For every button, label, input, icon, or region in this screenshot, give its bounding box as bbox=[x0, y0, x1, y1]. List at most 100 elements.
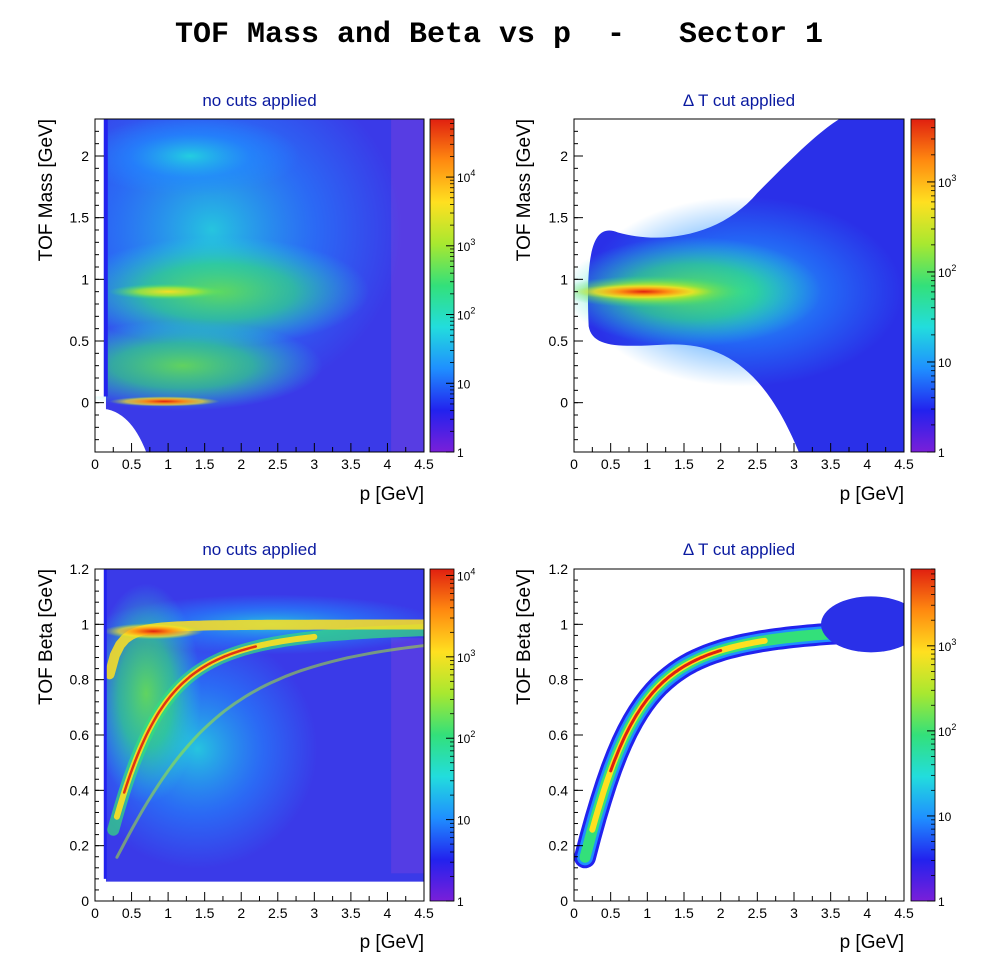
panel2-subtitle: Δ T cut applied bbox=[683, 91, 795, 110]
panel4-y-tick-label: 0.8 bbox=[549, 672, 569, 688]
panel3-x-tick-label: 1.5 bbox=[195, 905, 215, 921]
panel2-x-tick-label: 1.5 bbox=[674, 456, 694, 472]
panel4-y-tick-label: 0 bbox=[560, 893, 568, 909]
panel1-colorbar-label-base: 10 bbox=[457, 240, 471, 254]
panel3-x-axis-title: p [GeV] bbox=[360, 932, 424, 953]
panel3-x-tick-label: 1 bbox=[164, 905, 172, 921]
panel4-x-tick-label: 4 bbox=[863, 905, 871, 921]
panel2-y-tick-label: 0.5 bbox=[549, 333, 569, 349]
panel4-x-tick-label: 3.5 bbox=[821, 905, 841, 921]
panel1-x-tick-label: 2 bbox=[237, 456, 245, 472]
panel3-colorbar-label: 103 bbox=[457, 648, 475, 665]
panel3-colorbar-label-base: 10 bbox=[457, 814, 471, 828]
panel1-colorbar-label-exp: 2 bbox=[470, 306, 475, 316]
panel1-colorbar-label-exp: 4 bbox=[470, 168, 475, 178]
proton-band-core bbox=[122, 645, 258, 794]
pion-band bbox=[109, 396, 220, 407]
density-region bbox=[95, 119, 301, 196]
panel2-x-tick-label: 0 bbox=[570, 456, 578, 472]
panel3-colorbar-label: 102 bbox=[457, 729, 475, 746]
panel2-colorbar-label: 10 bbox=[938, 356, 952, 370]
panel2-colorbar-label: 1 bbox=[938, 446, 945, 460]
panel3-colorbar-label-exp: 2 bbox=[470, 729, 475, 739]
panel3-y-tick-label: 1.2 bbox=[70, 561, 90, 577]
panel2-x-tick-label: 0.5 bbox=[601, 456, 621, 472]
panel2-y-tick-label: 0 bbox=[560, 395, 568, 411]
panel1-x-tick-label: 4.5 bbox=[414, 456, 434, 472]
panel4-colorbar-label-base: 10 bbox=[938, 810, 952, 824]
panel3-subtitle: no cuts applied bbox=[202, 540, 316, 559]
panel1-y-tick-label: 1 bbox=[81, 271, 89, 287]
panel3-y-tick-label: 0 bbox=[81, 893, 89, 909]
panel2-colorbar-label: 103 bbox=[938, 173, 956, 190]
panel4-colorbar-label-exp: 3 bbox=[951, 637, 956, 647]
panel4-x-tick-label: 0 bbox=[570, 905, 578, 921]
panel1-colorbar-label-exp: 3 bbox=[470, 237, 475, 247]
panel2-y-tick-label: 1 bbox=[560, 271, 568, 287]
high-p-spread bbox=[821, 596, 904, 653]
sparse-edge bbox=[391, 119, 424, 452]
panel4-x-tick-label: 3 bbox=[790, 905, 798, 921]
panel4-y-tick-label: 0.4 bbox=[549, 782, 569, 798]
panel3-colorbar-label: 104 bbox=[457, 566, 475, 583]
panel2-x-axis-title: p [GeV] bbox=[840, 484, 904, 505]
panel1-heatmap bbox=[95, 119, 424, 452]
panel2-x-tick-label: 4 bbox=[863, 456, 871, 472]
panel3-colorbar-label: 1 bbox=[457, 895, 464, 909]
panel4-y-tick-label: 0.2 bbox=[549, 838, 569, 854]
proton-band-core bbox=[609, 649, 723, 773]
panel4-colorbar-label-base: 10 bbox=[938, 725, 952, 739]
panel1-y-axis-title: TOF Mass [GeV] bbox=[36, 119, 57, 261]
panel1-x-tick-label: 0.5 bbox=[122, 456, 142, 472]
panel3-x-tick-label: 0.5 bbox=[122, 905, 142, 921]
panel4-heatmap bbox=[574, 569, 904, 901]
panel3-y-tick-label: 0.2 bbox=[70, 838, 90, 854]
low-p-edge bbox=[103, 119, 108, 397]
panel4-y-tick-label: 1.2 bbox=[549, 561, 569, 577]
proton-band bbox=[108, 283, 229, 300]
low-beta-gap bbox=[95, 881, 424, 901]
panel3-colorbar bbox=[429, 568, 455, 902]
panel2-colorbar-label-base: 1 bbox=[938, 446, 945, 460]
panel1-x-tick-label: 1 bbox=[164, 456, 172, 472]
panel3-colorbar-label-base: 10 bbox=[457, 569, 471, 583]
panel4-colorbar-label-exp: 2 bbox=[951, 722, 956, 732]
panel2-x-tick-label: 2 bbox=[717, 456, 725, 472]
panel1-x-tick-label: 4 bbox=[384, 456, 392, 472]
panel4-x-tick-label: 1.5 bbox=[674, 905, 694, 921]
panel4-y-tick-label: 0.6 bbox=[549, 727, 569, 743]
panel4-colorbar-label: 1 bbox=[938, 895, 945, 909]
panel4-x-tick-label: 0.5 bbox=[601, 905, 621, 921]
panel2-colorbar-label-base: 10 bbox=[938, 176, 952, 190]
panel3-x-tick-label: 2.5 bbox=[268, 905, 288, 921]
panel4-colorbar-label: 103 bbox=[938, 637, 956, 654]
panel2-colorbar-label-base: 10 bbox=[938, 266, 952, 280]
panel2-y-axis-title: TOF Mass [GeV] bbox=[514, 119, 535, 261]
panel4-colorbar-label: 10 bbox=[938, 810, 952, 824]
panel3-colorbar-label-base: 10 bbox=[457, 651, 471, 665]
panel1-y-tick-label: 0 bbox=[81, 395, 89, 411]
panel1-y-tick-label: 2 bbox=[81, 148, 89, 164]
low-p-edge bbox=[103, 569, 107, 879]
panel1-colorbar-label: 10 bbox=[457, 377, 471, 391]
panel1-colorbar-label: 103 bbox=[457, 237, 475, 254]
panel2-colorbar-label-exp: 3 bbox=[951, 173, 956, 183]
panel1-x-tick-label: 1.5 bbox=[195, 456, 215, 472]
panel3-colorbar-label: 10 bbox=[457, 814, 471, 828]
pion-region bbox=[95, 320, 323, 411]
panel1-x-tick-label: 2.5 bbox=[268, 456, 288, 472]
deuteron-curve bbox=[115, 644, 424, 859]
panel1-colorbar-label: 102 bbox=[457, 306, 475, 323]
proton-region bbox=[95, 236, 370, 347]
panel4-y-axis-title: TOF Beta [GeV] bbox=[514, 569, 535, 705]
panel1-x-tick-label: 3 bbox=[310, 456, 318, 472]
panel1-colorbar-label-base: 10 bbox=[457, 377, 471, 391]
panel3-x-tick-label: 2 bbox=[237, 905, 245, 921]
panel2-x-tick-label: 3.5 bbox=[821, 456, 841, 472]
panel3-colorbar-label-base: 1 bbox=[457, 895, 464, 909]
panel3-y-tick-label: 0.8 bbox=[70, 672, 90, 688]
panel2-colorbar-label: 102 bbox=[938, 263, 956, 280]
panel4-colorbar-label-base: 1 bbox=[938, 895, 945, 909]
panel4-x-tick-label: 2 bbox=[717, 905, 725, 921]
panel2-x-tick-label: 2.5 bbox=[748, 456, 768, 472]
